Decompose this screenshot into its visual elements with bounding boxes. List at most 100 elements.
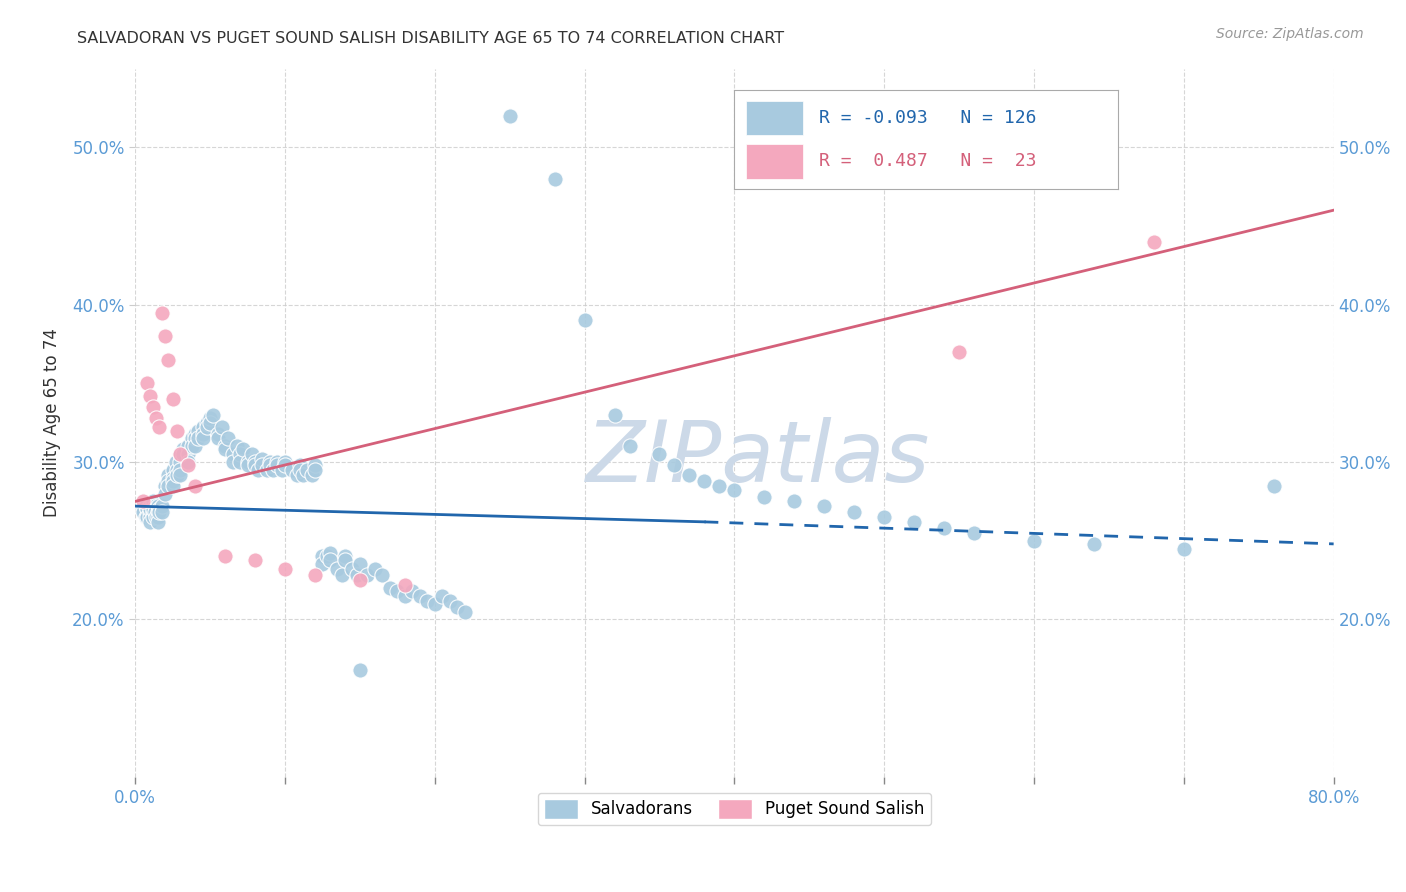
Point xyxy=(162,474,184,488)
Point xyxy=(754,490,776,504)
Point xyxy=(172,447,194,461)
Point xyxy=(162,392,184,406)
Point xyxy=(162,471,184,485)
Point xyxy=(252,451,274,466)
Point xyxy=(326,562,349,576)
Point xyxy=(162,478,184,492)
Point xyxy=(142,494,165,508)
Point xyxy=(157,478,180,492)
Point xyxy=(207,426,229,441)
Point xyxy=(146,515,169,529)
Point xyxy=(181,432,204,446)
Point xyxy=(148,505,170,519)
Point xyxy=(256,463,278,477)
Point xyxy=(349,663,371,677)
Point xyxy=(1173,541,1195,556)
Point xyxy=(187,432,209,446)
Point xyxy=(259,455,281,469)
Point xyxy=(416,593,439,607)
Point xyxy=(1263,478,1285,492)
Point xyxy=(1143,235,1166,249)
Point xyxy=(136,510,159,524)
Point xyxy=(543,171,565,186)
Point xyxy=(229,455,252,469)
Point xyxy=(603,408,626,422)
Point xyxy=(333,552,356,566)
Point xyxy=(499,109,522,123)
Point xyxy=(153,329,176,343)
Point xyxy=(207,432,229,446)
Point xyxy=(304,568,326,582)
Point xyxy=(394,589,416,603)
Point xyxy=(236,455,259,469)
Point xyxy=(135,510,157,524)
Point xyxy=(157,352,180,367)
Point xyxy=(221,455,243,469)
Point xyxy=(176,439,198,453)
Point xyxy=(172,442,194,457)
Point xyxy=(723,483,745,498)
Point xyxy=(262,463,284,477)
Point xyxy=(574,313,596,327)
Point xyxy=(266,455,288,469)
Point xyxy=(184,432,207,446)
Point xyxy=(243,455,266,469)
Point xyxy=(271,463,294,477)
Point xyxy=(198,416,221,430)
Point xyxy=(195,420,218,434)
Point xyxy=(165,455,187,469)
Point xyxy=(142,400,165,414)
Point xyxy=(131,505,153,519)
Point xyxy=(401,584,423,599)
Point xyxy=(139,389,162,403)
Point xyxy=(195,416,218,430)
Point xyxy=(342,562,364,576)
Point xyxy=(316,549,339,564)
Point xyxy=(153,486,176,500)
Point xyxy=(148,420,170,434)
Point xyxy=(246,463,269,477)
Point xyxy=(274,455,297,469)
Point xyxy=(409,589,432,603)
Point xyxy=(169,447,191,461)
Point xyxy=(153,478,176,492)
Point xyxy=(243,458,266,473)
Legend: Salvadorans, Puget Sound Salish: Salvadorans, Puget Sound Salish xyxy=(538,793,931,825)
Point xyxy=(948,344,970,359)
Point xyxy=(963,525,986,540)
Point xyxy=(304,458,326,473)
Point xyxy=(439,593,461,607)
Point xyxy=(150,305,173,319)
Point xyxy=(131,494,153,508)
Point xyxy=(873,510,896,524)
Point xyxy=(378,581,401,595)
Point xyxy=(166,463,188,477)
Point xyxy=(187,424,209,438)
Point xyxy=(139,505,162,519)
Point xyxy=(131,502,153,516)
Text: ZIPatlas: ZIPatlas xyxy=(586,417,931,500)
Point xyxy=(297,463,319,477)
Point xyxy=(169,447,191,461)
Point xyxy=(304,463,326,477)
Point xyxy=(281,463,304,477)
Point xyxy=(139,502,162,516)
Point xyxy=(146,505,169,519)
Point xyxy=(142,502,165,516)
Point xyxy=(166,424,188,438)
Point xyxy=(934,521,956,535)
Point xyxy=(903,515,925,529)
Point xyxy=(387,584,409,599)
Point xyxy=(285,467,308,482)
Point xyxy=(454,605,477,619)
Point xyxy=(157,474,180,488)
Point xyxy=(678,467,700,482)
Point xyxy=(252,458,274,473)
Point xyxy=(148,502,170,516)
Point xyxy=(143,505,166,519)
Point xyxy=(274,458,297,473)
Point xyxy=(145,411,167,425)
Point xyxy=(333,549,356,564)
Point xyxy=(432,589,454,603)
Point xyxy=(146,499,169,513)
